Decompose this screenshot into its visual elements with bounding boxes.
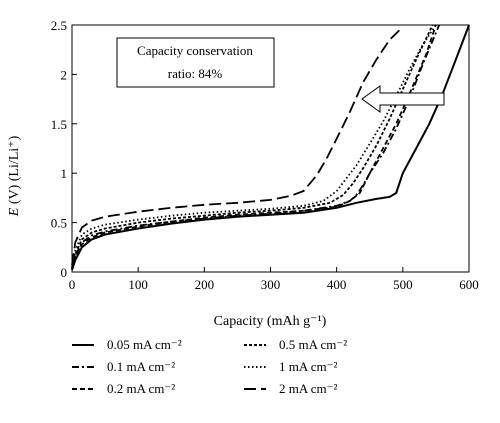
annotation-box: Capacity conservation ratio: 84% — [116, 37, 275, 88]
legend-label-3: 0.2 mA cm⁻² — [107, 381, 175, 396]
legend-label-2: 0.1 mA cm⁻² — [107, 359, 175, 374]
series-layer — [71, 24, 470, 271]
x-tick-label: 0 — [69, 277, 76, 292]
series-line-3 — [71, 24, 437, 270]
x-tick-label: 400 — [327, 277, 347, 292]
y-tick-label: 0.5 — [51, 216, 67, 231]
x-tick-label: 100 — [128, 277, 148, 292]
legend-label-5: 1 mA cm⁻² — [279, 359, 338, 374]
y-axis-label: E (V) (Li/Li⁺) — [7, 135, 22, 217]
series-line-4 — [71, 24, 434, 269]
y-tick-label: 0 — [61, 265, 68, 280]
series-line-2 — [71, 24, 441, 270]
y-tick-label: 1.5 — [51, 117, 67, 132]
y-tick-label: 2.5 — [51, 18, 67, 33]
series-line-6 — [71, 26, 404, 266]
x-tick-label: 200 — [195, 277, 215, 292]
legend-label-1: 0.05 mA cm⁻² — [107, 337, 182, 352]
x-tick-label: 500 — [393, 277, 413, 292]
x-tick-label: 600 — [459, 277, 479, 292]
x-tick-label: 300 — [261, 277, 281, 292]
legend-label-4: 0.5 mA cm⁻² — [279, 337, 347, 352]
y-tick-label: 2 — [61, 67, 68, 82]
annotation-line-2: ratio: 84% — [168, 66, 223, 81]
axis-ticks: 0 100 200 300 400 500 600 0 0.5 1 1.5 2 2.5 — [51, 18, 479, 292]
annotation-line-1: Capacity conservation — [137, 43, 253, 58]
y-tick-label: 1 — [61, 166, 68, 181]
arrow-left-icon — [361, 85, 445, 113]
x-axis-label: Capacity (mAh g⁻¹) — [214, 314, 327, 329]
series-line-1 — [71, 24, 470, 271]
legend: 0.05 mA cm⁻² 0.1 mA cm⁻² 0.2 mA cm⁻² 0.5 mA… — [72, 337, 347, 396]
legend-label-6: 2 mA cm⁻² — [279, 381, 338, 396]
